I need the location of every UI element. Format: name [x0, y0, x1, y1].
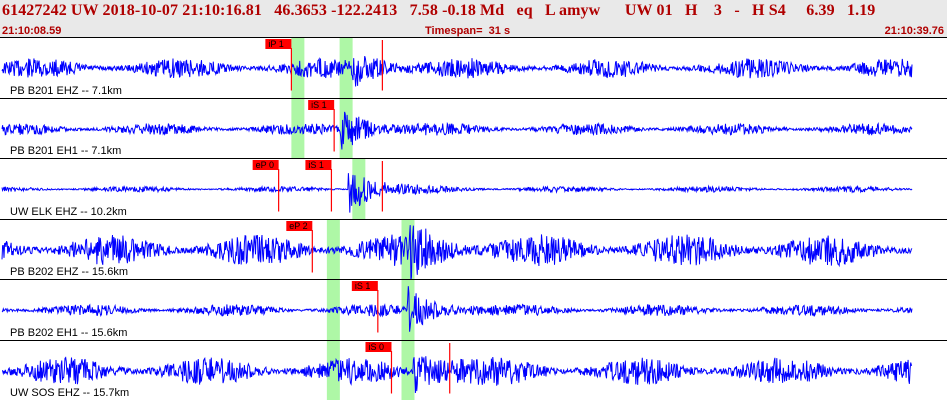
- waveform-trace: [1, 286, 913, 332]
- trace-panel[interactable]: eP 2 PB B202 EHZ -- 15.6km: [0, 218, 947, 280]
- selection-window: [401, 280, 415, 341]
- event-header: 61427242 UW 2018-10-07 21:10:16.81 46.36…: [0, 0, 947, 37]
- phase-pick-flag: iS 1: [351, 281, 378, 291]
- selection-window: [326, 340, 340, 400]
- station-label: PB B202 EH1 -- 15.6km: [10, 326, 128, 339]
- phase-pick-label: iS 1: [355, 281, 371, 291]
- selection-window: [291, 98, 305, 159]
- station-label: PB B201 EH1 -- 7.1km: [10, 145, 122, 157]
- phase-pick-label: eP 0: [256, 160, 274, 170]
- waveform-plot: iP 1: [1, 38, 913, 99]
- station-label: UW SOS EHZ -- 15.7km: [10, 387, 130, 399]
- station-label: UW ELK EHZ -- 10.2km: [10, 205, 127, 218]
- phase-pick-label: iP 1: [268, 39, 283, 49]
- waveform-trace: [1, 111, 913, 150]
- phase-pick-flag: iP 1: [265, 39, 292, 49]
- station-label: PB B202 EHZ -- 15.6km: [10, 266, 128, 278]
- waveform-trace: [1, 173, 913, 213]
- waveform-trace: [2, 355, 913, 393]
- waveform-plot: iS 1: [1, 98, 913, 159]
- selection-window: [401, 340, 415, 400]
- timespan-label: Timespan= 31 s: [425, 25, 511, 37]
- event-summary-title: 61427242 UW 2018-10-07 21:10:16.81 46.36…: [2, 2, 876, 19]
- waveform-trace: [1, 56, 913, 87]
- phase-pick-flag: iS 1: [305, 160, 332, 170]
- end-time-label: 21:10:39.76: [884, 25, 944, 37]
- phase-pick-flag: eP 2: [286, 220, 313, 231]
- waveform-trace: [1, 224, 913, 280]
- trace-panels[interactable]: iP 1 PB B201 EHZ -- 7.1km iS 1 PB B201 EH1 …: [0, 37, 947, 400]
- trace-panel[interactable]: iP 1 PB B201 EHZ -- 7.1km: [0, 37, 947, 99]
- waveform-plot: eP 0 iS 1: [1, 159, 913, 220]
- waveform-plot: iS 0: [2, 340, 913, 400]
- selection-window: [339, 38, 353, 99]
- trace-panel[interactable]: iS 1 PB B201 EH1 -- 7.1km: [0, 97, 947, 159]
- waveform-plot: iS 1: [1, 280, 913, 341]
- station-label: PB B201 EHZ -- 7.1km: [10, 84, 122, 97]
- phase-pick-flag: iS 1: [308, 99, 335, 110]
- phase-pick-label: iS 1: [308, 160, 324, 170]
- phase-pick-label: eP 2: [289, 221, 307, 231]
- trace-panel[interactable]: eP 0 iS 1 UW ELK EHZ -- 10.2km: [0, 158, 947, 220]
- phase-pick-label: iS 1: [311, 100, 327, 110]
- phase-pick-flag: eP 0: [252, 160, 279, 170]
- phase-pick-flag: iS 0: [365, 341, 392, 352]
- trace-panel[interactable]: iS 1 PB B202 EH1 -- 15.6km: [0, 279, 947, 341]
- phase-pick-label: iS 0: [368, 342, 384, 352]
- waveform-plot: eP 2: [1, 219, 913, 280]
- selection-window: [339, 98, 353, 159]
- start-time-label: 21:10:08.59: [2, 25, 62, 37]
- trace-panel[interactable]: iS 0 UW SOS EHZ -- 15.7km: [0, 339, 947, 400]
